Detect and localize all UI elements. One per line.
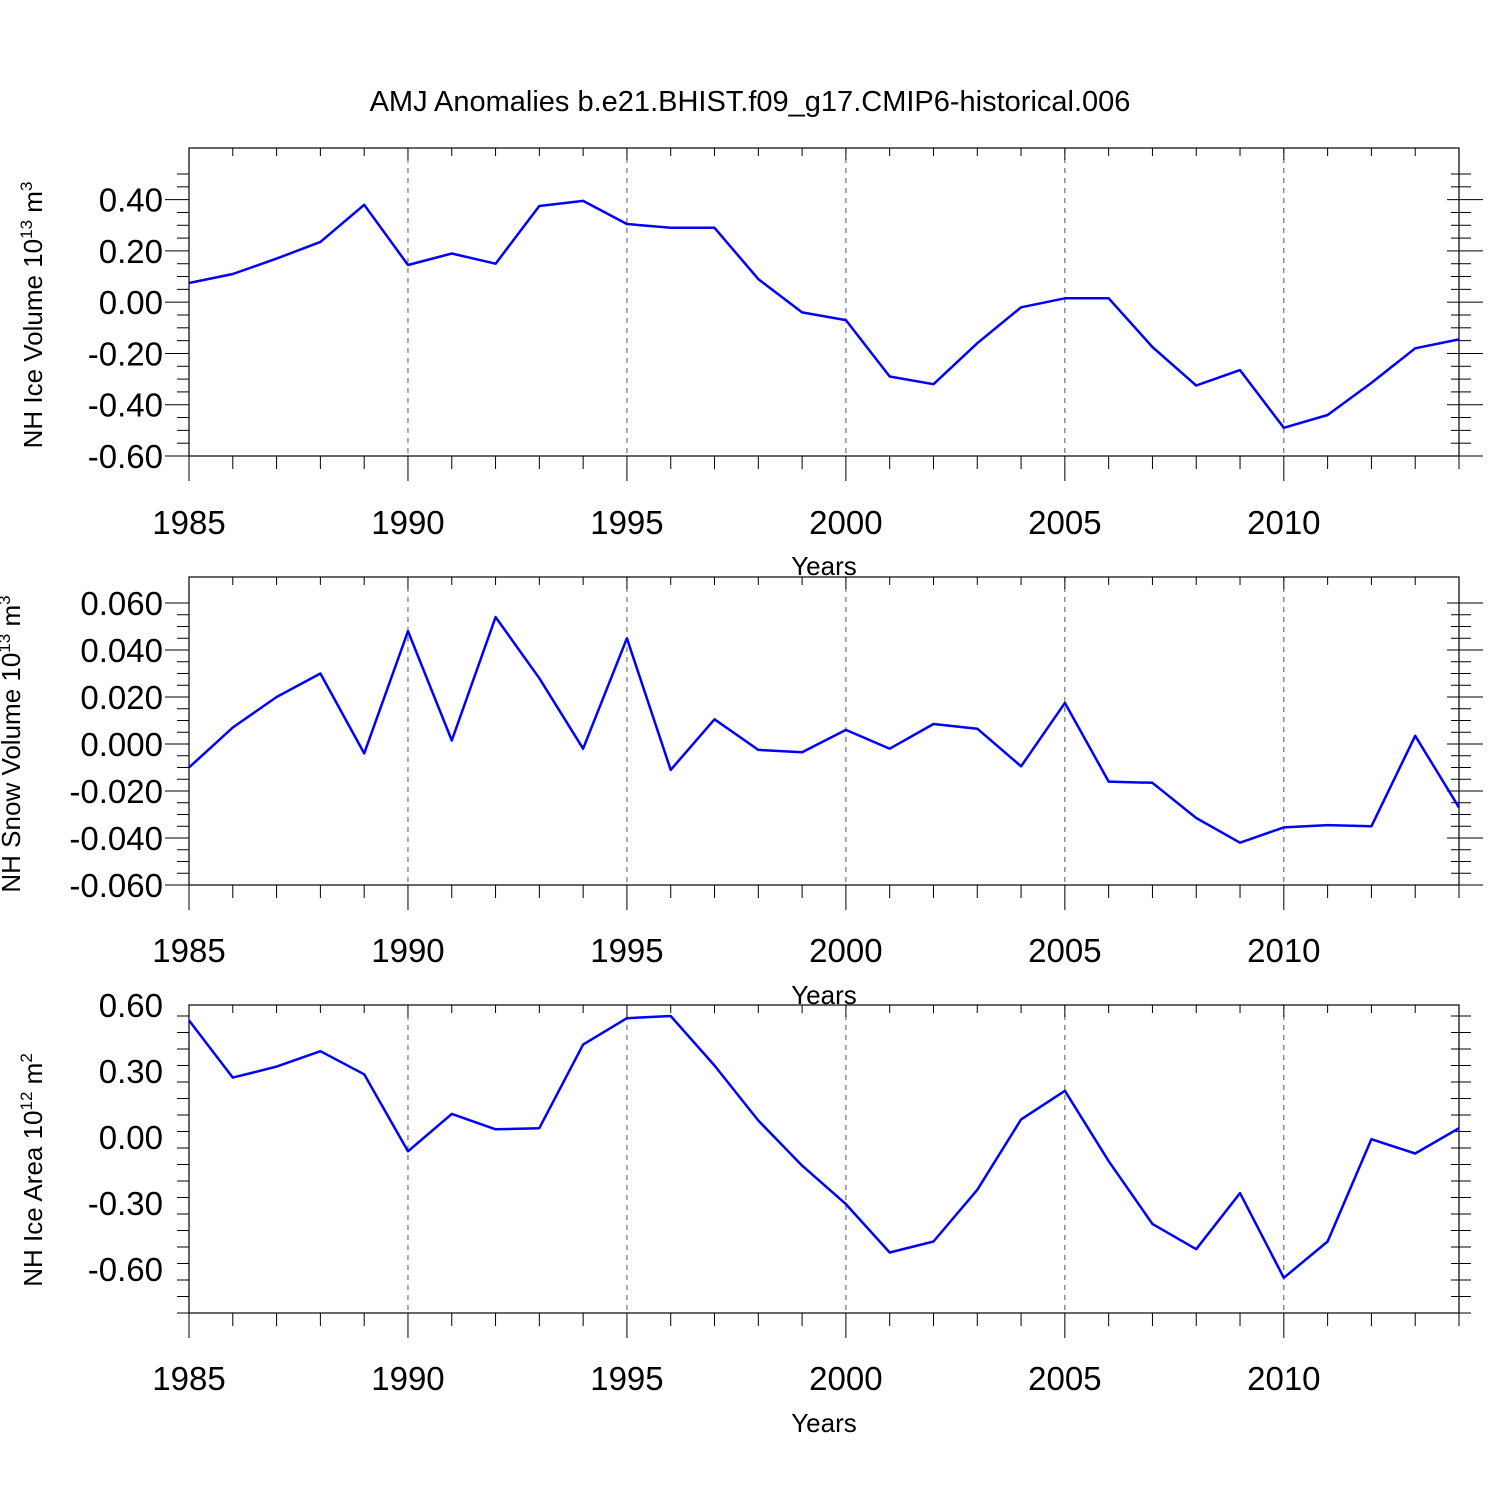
y-axis-label: NH Ice Volume 1013 m3 bbox=[17, 182, 48, 449]
y-axis-label: NH Ice Area 1012 m2 bbox=[17, 1053, 48, 1287]
y-tick-label: -0.60 bbox=[88, 1251, 163, 1288]
series-line-ice-area bbox=[188, 1014, 1460, 1280]
x-tick-label: 2010 bbox=[1247, 932, 1320, 969]
x-tick-label: 1985 bbox=[152, 932, 225, 969]
x-tick-label: 1995 bbox=[590, 504, 663, 541]
y-tick-label: 0.060 bbox=[80, 585, 163, 622]
x-tick-label: 2005 bbox=[1028, 1360, 1101, 1397]
x-tick-label: 1990 bbox=[371, 932, 444, 969]
x-tick-label: 2005 bbox=[1028, 932, 1101, 969]
y-tick-label: 0.040 bbox=[80, 632, 163, 669]
y-tick-label: -0.060 bbox=[69, 867, 163, 904]
y-tick-label: 0.30 bbox=[99, 1053, 163, 1090]
series-line-ice-volume bbox=[188, 199, 1460, 430]
y-tick-label: 0.00 bbox=[99, 284, 163, 321]
panel-ice-volume: 1985 1990 1995 2000 2005 2010 Years -0.60 -0.40 -… bbox=[17, 147, 1483, 581]
x-tick-label: 2010 bbox=[1247, 1360, 1320, 1397]
x-tick-label: 1985 bbox=[152, 504, 225, 541]
x-tick-label: 1995 bbox=[590, 932, 663, 969]
x-axis-label: Years bbox=[791, 1408, 857, 1438]
x-tick-label: 1985 bbox=[152, 1360, 225, 1397]
series-line-snow-volume bbox=[188, 615, 1461, 844]
y-tick-label: 0.40 bbox=[99, 182, 163, 219]
panel-snow-volume: 1985 1990 1995 2000 2005 2010Years-0.060-0.04… bbox=[0, 576, 1483, 1010]
plot-frame bbox=[188, 1004, 1460, 1314]
y-tick-label: 0.20 bbox=[99, 233, 163, 270]
x-tick-label: 2000 bbox=[809, 932, 882, 969]
x-tick-label: 1990 bbox=[371, 1360, 444, 1397]
y-tick-label: -0.60 bbox=[88, 438, 163, 475]
x-tick-label: 2000 bbox=[809, 504, 882, 541]
plot-frame bbox=[188, 147, 1460, 457]
chart-title: AMJ Anomalies b.e21.BHIST.f09_g17.CMIP6-… bbox=[370, 86, 1131, 118]
panels-container: 1985 1990 1995 2000 2005 2010 Years -0.60 -0.40 -… bbox=[0, 147, 1483, 1438]
y-tick-label: -0.30 bbox=[88, 1185, 163, 1222]
y-tick-label: 0.020 bbox=[80, 679, 163, 716]
plot-frame bbox=[188, 576, 1460, 886]
panel-ice-area: 1985 1990 1995 2000 2005 2010 Years -0.60 -0.30 0… bbox=[17, 987, 1471, 1438]
x-tick-label: 1990 bbox=[371, 504, 444, 541]
y-tick-label: -0.020 bbox=[69, 773, 163, 810]
y-tick-label: 0.00 bbox=[99, 1119, 163, 1156]
y-tick-label: 0.60 bbox=[99, 987, 163, 1024]
x-tick-label: 2005 bbox=[1028, 504, 1101, 541]
y-axis-label: NH Snow Volume 1013 m3 bbox=[0, 595, 26, 892]
x-tick-label: 2010 bbox=[1247, 504, 1320, 541]
y-tick-label: -0.20 bbox=[88, 335, 163, 372]
x-tick-label: 1995 bbox=[590, 1360, 663, 1397]
y-tick-label: -0.40 bbox=[88, 387, 163, 424]
y-tick-label: 0.000 bbox=[80, 726, 163, 763]
x-axis-label: Years bbox=[791, 551, 857, 581]
y-tick-label: -0.040 bbox=[69, 820, 163, 857]
x-tick-label: 2000 bbox=[809, 1360, 882, 1397]
